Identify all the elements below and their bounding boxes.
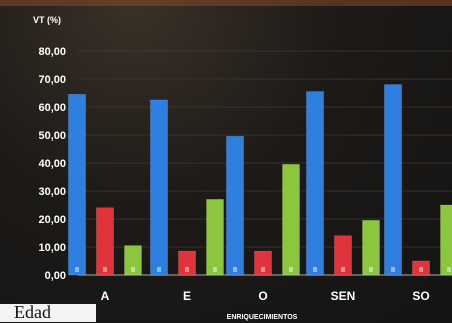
bar-highlight — [213, 267, 217, 272]
bar-highlight — [447, 267, 451, 272]
x-tick-label: A — [101, 289, 110, 303]
bar-highlight — [103, 267, 107, 272]
y-tick-label: 70,00 — [38, 74, 66, 86]
bar — [283, 164, 300, 275]
y-tick-label: 30,00 — [38, 186, 66, 198]
bar — [207, 199, 224, 275]
bar — [97, 208, 114, 275]
caption-text: Edad — [14, 302, 51, 323]
y-tick-label: 0,00 — [45, 270, 66, 282]
bar-highlight — [369, 267, 373, 272]
y-tick-label: 40,00 — [38, 158, 66, 170]
bar — [227, 136, 244, 275]
bar — [441, 205, 452, 275]
x-tick-labels: A E O SEN SO — [101, 289, 430, 303]
bar-highlight — [75, 267, 79, 272]
y-tick-label: 80,00 — [38, 46, 66, 58]
x-tick-label: E — [183, 289, 191, 303]
bar-highlight — [341, 267, 345, 272]
x-tick-label: SEN — [331, 289, 356, 303]
bar-highlight — [419, 267, 423, 272]
bar-group — [69, 85, 452, 275]
bar-highlight — [391, 267, 395, 272]
x-tick-label: SO — [412, 289, 429, 303]
x-axis-label: ENRIQUECIMIENTOS — [227, 314, 298, 321]
top-banner — [0, 0, 452, 6]
bar — [307, 92, 324, 275]
bar — [363, 220, 380, 275]
y-tick-label: 20,00 — [38, 214, 66, 226]
bar-highlight — [157, 267, 161, 272]
y-tick-label: 10,00 — [38, 242, 66, 254]
bar — [151, 100, 168, 275]
y-tick-label: 60,00 — [38, 102, 66, 114]
y-axis-label: VT (%) — [33, 15, 61, 25]
bar-highlight — [233, 267, 237, 272]
bar-highlight — [313, 267, 317, 272]
y-tick-labels: 80,00 70,00 60,00 50,00 40,00 30,00 20,00 10,00… — [38, 46, 66, 282]
bar — [385, 85, 402, 275]
bar-highlight — [261, 267, 265, 272]
bar-highlight — [289, 267, 293, 272]
bar — [69, 94, 86, 275]
y-tick-label: 50,00 — [38, 130, 66, 142]
x-tick-label: O — [258, 289, 267, 303]
bar-highlight — [185, 267, 189, 272]
bar-highlight — [131, 267, 135, 272]
